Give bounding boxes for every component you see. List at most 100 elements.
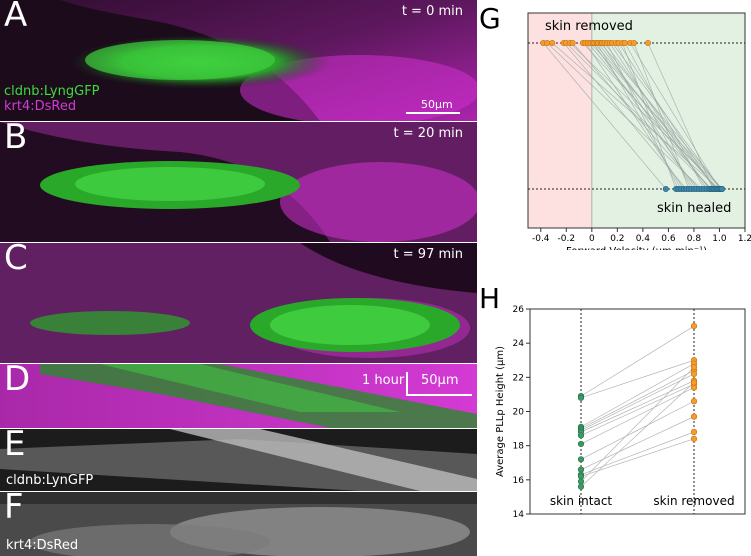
positive-velocity-region (591, 13, 745, 228)
pair-line-h (580, 363, 695, 428)
x-tick-label-g: 0.8 (687, 234, 702, 244)
pair-line (604, 42, 716, 190)
pair-line-h (580, 373, 695, 431)
pair-line (592, 42, 697, 190)
channel-label-f: krt4:DsRed (6, 538, 79, 553)
pair-line (618, 42, 715, 190)
panel-a-micrograph (0, 0, 477, 121)
point-skin-intact (577, 440, 585, 448)
x-tick-label-g: 0.6 (661, 234, 676, 244)
y-tick-label-h: 24 (513, 339, 525, 349)
pair-line (609, 42, 707, 190)
pair-line-h (580, 400, 695, 460)
plot-frame-g (527, 12, 746, 229)
point-skin-intact (577, 456, 585, 463)
point-skin-removed-h (690, 398, 698, 405)
panel-c-micrograph (0, 243, 477, 363)
panel-a-image: A t = 0 min cldnb:LyngGFP krt4:DsRed 50μ… (0, 0, 477, 121)
point-skin-intact (577, 483, 585, 490)
pair-line (563, 42, 687, 190)
pair-line (543, 42, 667, 190)
panel-f-kymograph-image (0, 492, 477, 556)
point-skin-intact (577, 473, 585, 480)
time-label-b: t = 20 min (393, 126, 463, 141)
pair-line (629, 42, 720, 190)
y-tick-label-h: 14 (513, 510, 525, 520)
panel-label-b: B (4, 122, 28, 157)
x-tick-label-g: 0.2 (610, 234, 624, 244)
channel-label-e: cldnb:LynGFP (6, 473, 94, 488)
point-skin-removed-h (690, 435, 698, 442)
point-skin-healed (719, 186, 726, 193)
panel-label-d: D (4, 364, 31, 399)
point-skin-removed-h (690, 413, 698, 420)
y-tick-label-h: 18 (513, 442, 525, 452)
x-tick-label-g: 0 (589, 234, 595, 244)
point-skin-removed-h (690, 379, 698, 386)
point-skin-removed (549, 39, 556, 46)
pair-line (624, 42, 705, 190)
category-label-removed: skin removed (653, 494, 734, 508)
point-skin-removed-h (690, 363, 698, 371)
point-skin-intact (577, 466, 585, 473)
point-skin-removed (622, 39, 629, 46)
point-skin-intact (577, 432, 585, 439)
pair-line (622, 42, 677, 190)
scalebar-horizontal-d (406, 394, 472, 396)
annotation-skin-healed: skin healed (657, 201, 731, 216)
y-tick-label-h: 22 (513, 373, 524, 383)
panel-b-image: B t = 20 min (0, 122, 477, 242)
negative-velocity-region (528, 13, 592, 228)
point-skin-removed (544, 39, 551, 46)
x-tick-label-g: 1.2 (738, 234, 751, 244)
pair-line-h (580, 383, 695, 436)
pair-line (582, 42, 719, 190)
panel-e-kymograph: E cldnb:LynGFP (0, 429, 477, 491)
point-skin-removed (569, 39, 576, 46)
panel-c-image: C t = 97 min (0, 243, 477, 363)
point-skin-removed (644, 39, 651, 46)
channel-label-magenta: krt4:DsRed (4, 99, 77, 114)
time-label-a: t = 0 min (401, 4, 463, 19)
pair-line-h (580, 380, 695, 433)
scalebar-a (406, 112, 460, 114)
y-tick-label-h: 20 (513, 408, 525, 418)
pair-line (606, 42, 679, 190)
annotation-skin-removed: skin removed (545, 19, 633, 34)
panel-d-kymograph: D 1 hour 50μm (0, 364, 477, 428)
x-axis-label-g: Forward Velocity (μm.min⁻¹) (566, 246, 707, 250)
point-skin-removed-h (690, 322, 698, 330)
y-axis-label-h: Average PLLp Height (μm) (495, 346, 506, 477)
panel-label-f: F (4, 492, 24, 527)
point-skin-removed-h (690, 428, 698, 436)
chart-h: H 14 16 18 20 22 24 26 skin intact skin removed Av… (479, 282, 746, 520)
y-tick-label-h: 16 (513, 476, 525, 486)
point-skin-removed (630, 39, 637, 46)
pair-line-h (580, 438, 695, 477)
pair-line-h (580, 325, 695, 397)
pair-line-h (580, 366, 695, 482)
pair-line (633, 42, 690, 190)
point-skin-removed-h (690, 384, 698, 391)
x-tick-label-g: 1.0 (712, 234, 727, 244)
point-skin-healed (662, 186, 669, 193)
panel-f-kymograph: F krt4:DsRed (0, 492, 477, 556)
pair-line-h (580, 370, 695, 429)
panel-e-kymograph-image (0, 429, 477, 491)
pair-line (590, 42, 723, 190)
pair-line-h (580, 431, 695, 476)
pair-line (647, 42, 714, 190)
panel-label-g: G (479, 2, 501, 35)
y-tick-label-h: 26 (513, 305, 525, 315)
scalebar-label-d: 50μm (421, 373, 459, 388)
channel-label-green: cldnb:LyngGFP (4, 84, 100, 99)
pair-line (546, 42, 702, 190)
pair-line-h (580, 359, 695, 399)
panel-d-kymograph-image (0, 364, 477, 428)
panel-label-e: E (4, 429, 26, 464)
x-tick-label-g: -0.2 (558, 234, 576, 244)
scalebar-vertical-d (406, 372, 408, 395)
x-tick-label-g: 0.4 (636, 234, 651, 244)
panel-label-h: H (479, 282, 500, 315)
